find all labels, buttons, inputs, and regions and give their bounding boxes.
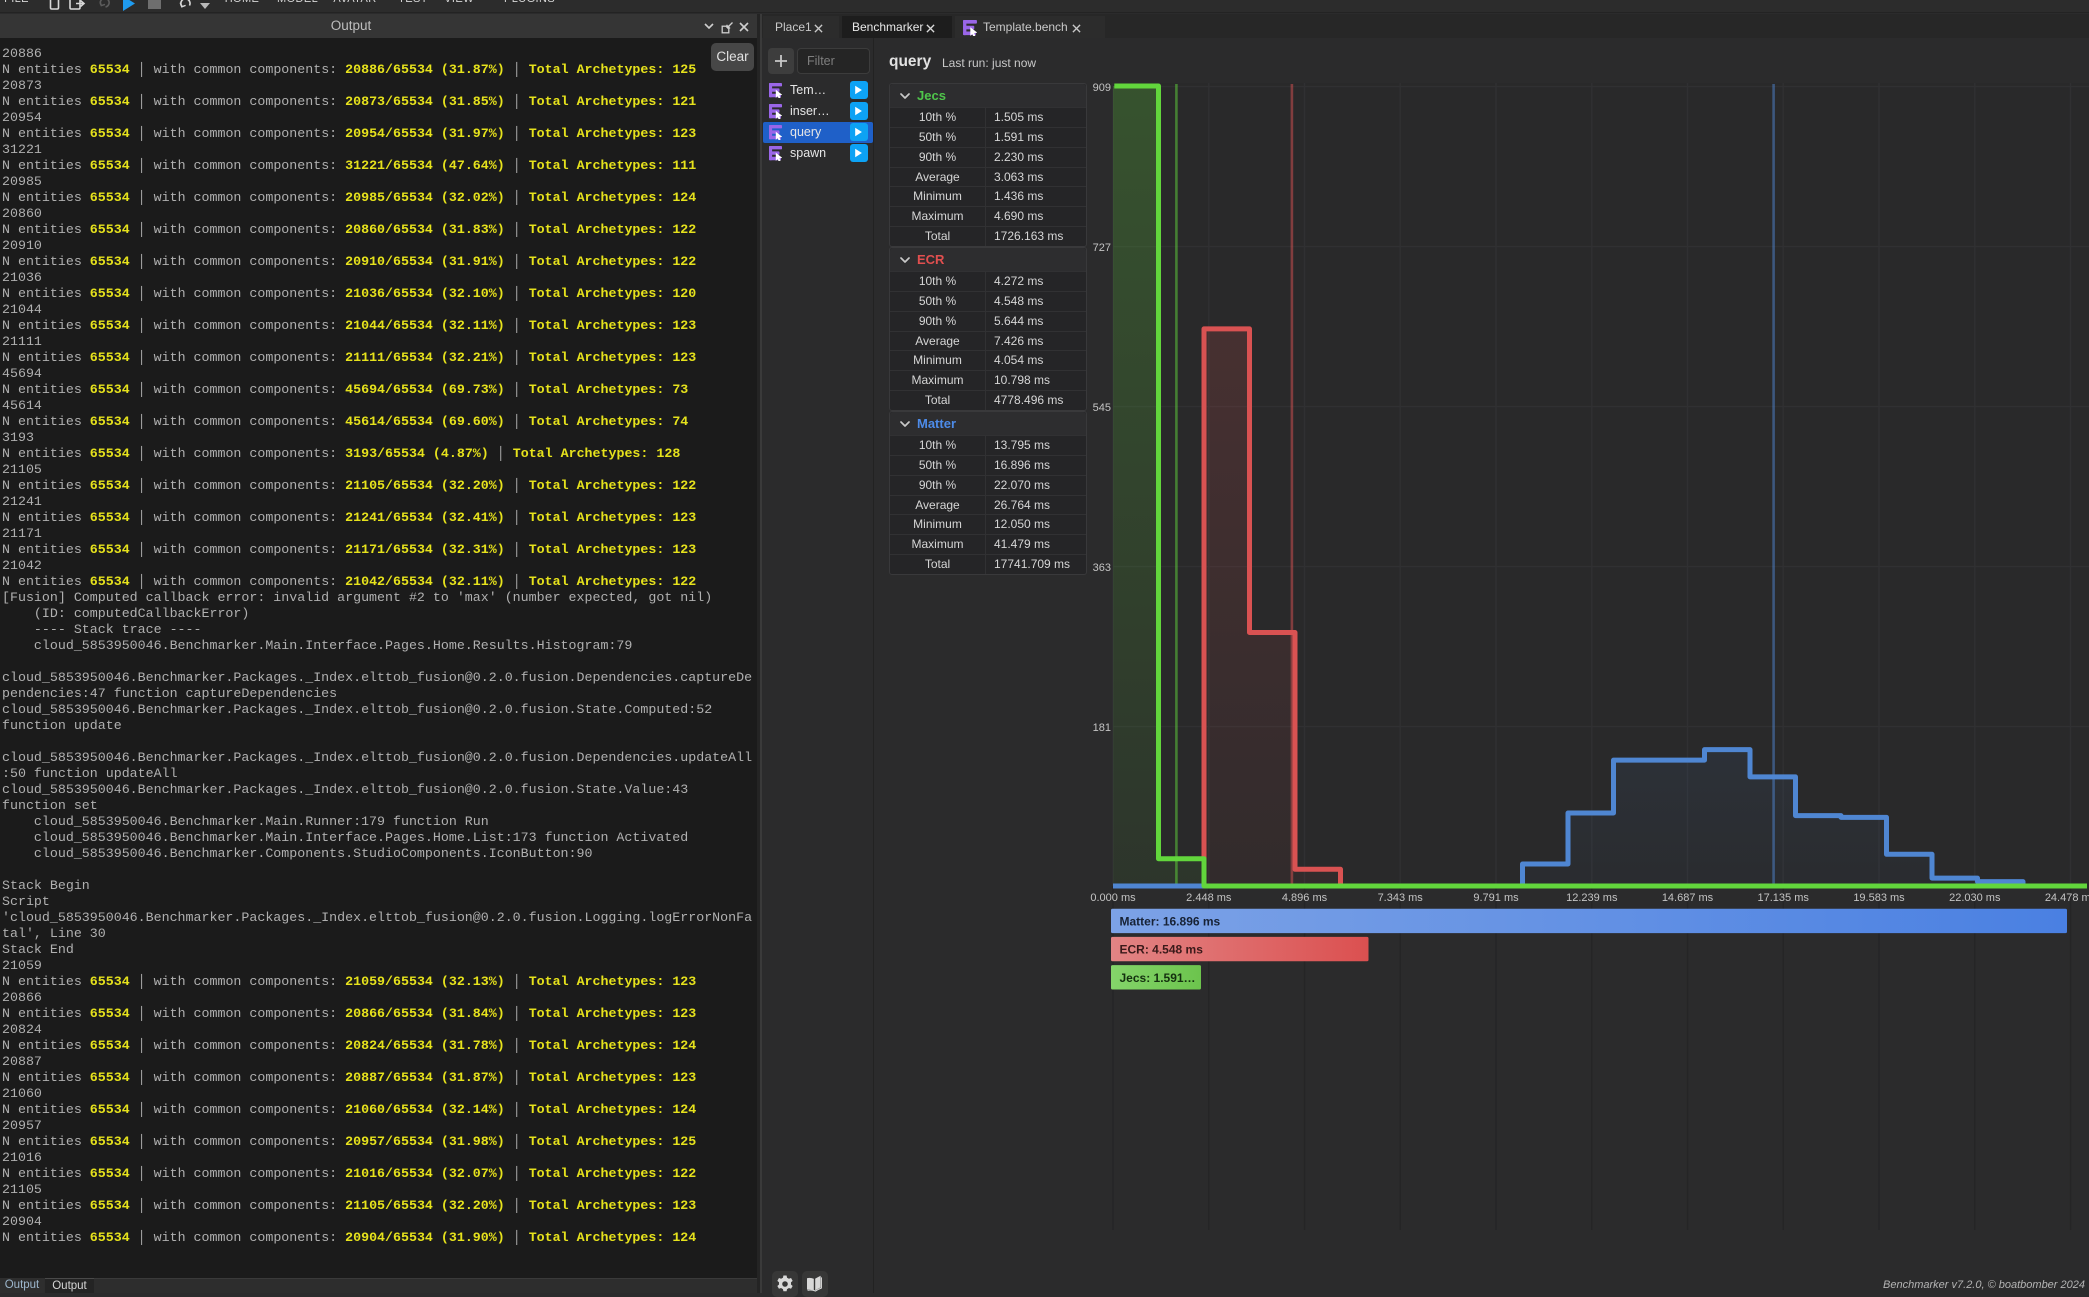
svg-text:22.030 ms: 22.030 ms (1949, 892, 2001, 904)
svg-text:4.896 ms: 4.896 ms (1282, 892, 1328, 904)
svg-text:12.239 ms: 12.239 ms (1566, 892, 1618, 904)
svg-text:24.478 ms: 24.478 ms (2045, 892, 2089, 904)
svg-text:14.687 ms: 14.687 ms (1662, 892, 1714, 904)
svg-text:2.448 ms: 2.448 ms (1186, 892, 1232, 904)
svg-text:Jecs: 1.591…: Jecs: 1.591… (1120, 971, 1196, 985)
svg-text:Benchmarker v7.2.0, © boatbomb: Benchmarker v7.2.0, © boatbomber 2024 (1883, 1279, 2085, 1291)
svg-text:0.000 ms: 0.000 ms (1090, 892, 1136, 904)
svg-text:7.343 ms: 7.343 ms (1378, 892, 1424, 904)
svg-text:ECR: 4.548 ms: ECR: 4.548 ms (1120, 943, 1204, 957)
svg-text:545: 545 (1093, 402, 1111, 414)
svg-text:909: 909 (1093, 82, 1111, 94)
svg-text:19.583 ms: 19.583 ms (1853, 892, 1905, 904)
svg-text:181: 181 (1093, 722, 1111, 734)
svg-text:363: 363 (1093, 562, 1111, 574)
svg-text:17.135 ms: 17.135 ms (1758, 892, 1810, 904)
svg-text:727: 727 (1093, 242, 1111, 254)
svg-text:9.791 ms: 9.791 ms (1473, 892, 1519, 904)
svg-text:Matter: 16.896 ms: Matter: 16.896 ms (1120, 915, 1221, 929)
